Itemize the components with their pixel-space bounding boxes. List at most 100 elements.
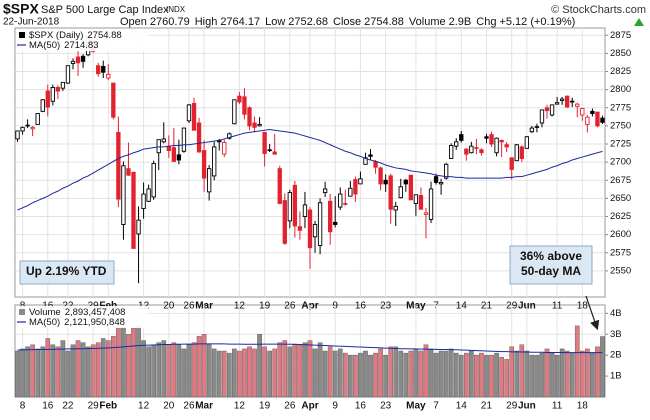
candle-body (413, 194, 419, 204)
volume-bar (35, 348, 41, 398)
quote-label: Chg (476, 16, 496, 28)
volume-bar (569, 352, 575, 398)
quote-value: 2754.88 (364, 16, 404, 28)
y-tick-label: 2600 (610, 229, 631, 240)
candle-body (186, 104, 192, 122)
volume-bar (161, 340, 167, 398)
y-tick-label: 2875 (610, 30, 631, 41)
candle-body (438, 181, 444, 185)
candle-body (237, 95, 242, 103)
volume-bar (368, 354, 373, 398)
x-tick-label: 26 (284, 401, 296, 412)
annotation-text: Up 2.19% YTD (26, 264, 107, 278)
volume-bar (574, 325, 580, 398)
y-tick-label: 2625 (610, 211, 631, 222)
volume-bar (90, 344, 96, 398)
candle-body (252, 122, 257, 128)
y-tick-label: 3B (610, 329, 622, 340)
candle-body (590, 110, 595, 115)
y-tick-label: 2750 (610, 120, 631, 131)
x-tick-label: 29 (506, 401, 518, 412)
candle-body (403, 179, 408, 185)
x-tick-label: 14 (456, 401, 468, 412)
volume-bar (272, 348, 278, 398)
x-tick-label: 12 (234, 401, 246, 412)
y-tick-label: 2700 (610, 157, 631, 168)
y-tick-label: 2575 (610, 247, 631, 258)
candle-body (418, 195, 424, 210)
candle-body (65, 65, 71, 84)
volume-bar (448, 348, 454, 398)
volume-bar (559, 348, 565, 398)
quote-label: Close (333, 16, 361, 28)
y-tick-label: 2775 (610, 102, 631, 113)
x-tick-label: 11 (552, 401, 563, 412)
x-tick-label: 16 (42, 401, 54, 412)
candle-body (161, 138, 166, 143)
candle-body (428, 188, 434, 220)
volume-bar (126, 334, 131, 398)
volume-bar (499, 357, 504, 398)
legend-entry: $SPX (Daily) 2754.88 (29, 30, 122, 41)
volume-bar (348, 354, 353, 398)
ma-line (17, 343, 603, 354)
volume-bar (302, 342, 308, 398)
candle-body (570, 100, 575, 103)
volume-bar (585, 348, 590, 398)
candle-body (449, 145, 454, 159)
volume-bar (70, 344, 76, 398)
x-tick-label: Jun (518, 401, 536, 412)
candle-body (348, 187, 353, 197)
volume-bar (287, 346, 293, 398)
annotation-text: 50-day MA (521, 264, 581, 278)
x-tick-label: 7 (433, 401, 439, 412)
volume-bar (297, 344, 303, 398)
x-tick-label: Apr (301, 401, 318, 412)
candle-body (232, 99, 237, 125)
candle-body (509, 157, 514, 170)
volume-bar (85, 346, 91, 398)
annotation-box (509, 245, 593, 285)
volume-bar (600, 336, 605, 398)
candle-body (312, 224, 318, 238)
candle-body (524, 136, 530, 149)
candle-body (338, 193, 343, 208)
candle-body (151, 163, 156, 198)
candle-body (565, 95, 570, 108)
volume-bar (171, 342, 177, 398)
candle-body (322, 188, 328, 194)
quote-label: Low (265, 16, 285, 28)
candle-body (212, 146, 217, 177)
volume-bar (25, 346, 30, 398)
candle-body (363, 157, 368, 165)
volume-bar (438, 350, 444, 398)
candle-body (111, 82, 116, 118)
volume-bar (65, 350, 71, 398)
volume-bar (358, 352, 363, 398)
volume-bar (363, 350, 368, 398)
volume-bar (277, 342, 283, 398)
candle-body (75, 56, 81, 64)
volume-bar (111, 336, 116, 398)
volume-bar (373, 352, 378, 398)
volume-bar (30, 344, 35, 398)
candle-body (378, 167, 383, 185)
volume-bar (337, 348, 343, 398)
candle-body (101, 65, 106, 73)
volume-bar (514, 350, 520, 398)
candle-body (514, 144, 519, 162)
volume-bar (322, 350, 328, 398)
volume-bar (579, 350, 585, 398)
x-tick-label: 9 (332, 401, 338, 412)
header: $SPX S&P 500 Large Cap Index INDX © Stoc… (3, 1, 646, 28)
volume-bar (105, 340, 111, 398)
x-tick-label: 8 (20, 401, 26, 412)
x-tick-label: May (406, 401, 426, 412)
legend-name: $SPX (Daily) (29, 30, 83, 41)
candle-body (15, 130, 20, 140)
candle-body (156, 139, 161, 154)
volume-bar (232, 348, 237, 398)
candle-body (222, 142, 227, 155)
volume-bar (469, 350, 474, 398)
